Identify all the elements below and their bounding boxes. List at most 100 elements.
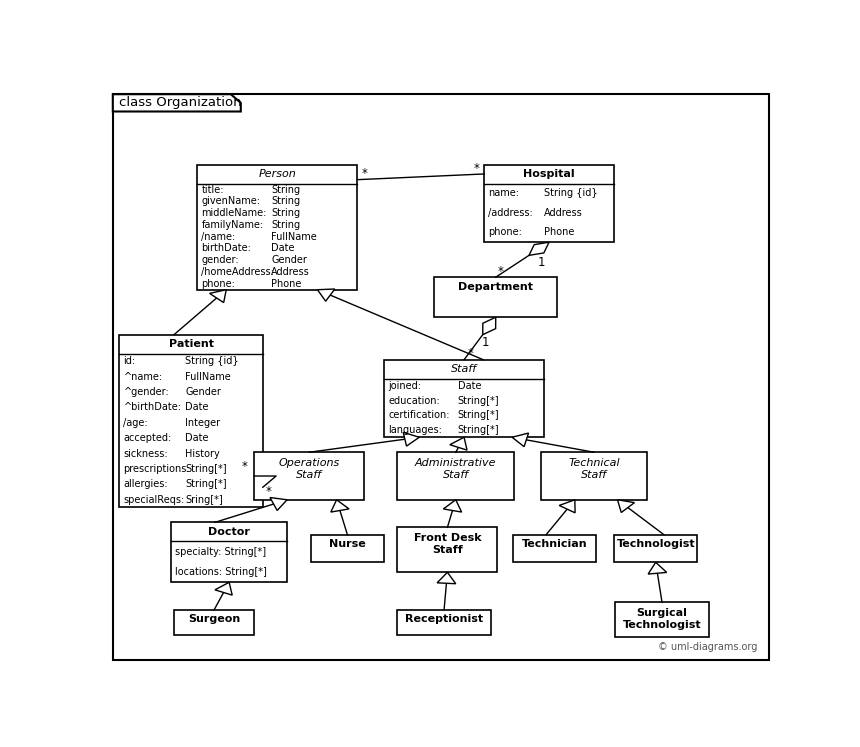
Polygon shape [210, 290, 226, 303]
Text: String: String [271, 196, 300, 206]
Text: class Organization: class Organization [120, 96, 243, 109]
Text: Hospital: Hospital [523, 169, 574, 179]
Text: FullName: FullName [271, 232, 316, 242]
Text: String: String [271, 208, 300, 218]
Text: Doctor: Doctor [208, 527, 250, 537]
Text: Receptionist: Receptionist [405, 614, 483, 624]
Text: ^name:: ^name: [124, 372, 163, 382]
Bar [484, 164, 614, 242]
Text: phone:: phone: [201, 279, 236, 289]
Polygon shape [482, 317, 495, 335]
Bar [434, 277, 557, 317]
Text: Address: Address [544, 208, 582, 218]
Text: allergies:: allergies: [124, 480, 168, 489]
Text: Phone: Phone [271, 279, 302, 289]
Text: sickness:: sickness: [124, 448, 168, 459]
Bar [198, 164, 358, 290]
Polygon shape [512, 433, 529, 447]
Text: History: History [186, 448, 220, 459]
Text: specialty: String[*]: specialty: String[*] [175, 547, 266, 557]
Text: Department: Department [458, 282, 533, 292]
Text: Technical
Staff: Technical Staff [568, 458, 620, 480]
Text: Sring[*]: Sring[*] [186, 495, 223, 505]
Text: Address: Address [271, 267, 310, 277]
Text: /name:: /name: [201, 232, 236, 242]
Text: languages:: languages: [388, 425, 442, 435]
Polygon shape [270, 498, 287, 510]
Bar [397, 527, 497, 572]
Text: Gender: Gender [271, 255, 307, 265]
Text: String[*]: String[*] [186, 464, 227, 474]
Text: /homeAddress:: /homeAddress: [201, 267, 274, 277]
Text: String {id}: String {id} [186, 356, 239, 367]
Text: Front Desk
Staff: Front Desk Staff [414, 533, 482, 555]
Text: Surgeon: Surgeon [188, 614, 240, 624]
Polygon shape [559, 500, 575, 513]
Bar [120, 335, 263, 507]
Text: Surgical
Technologist: Surgical Technologist [623, 607, 702, 630]
Text: *: * [266, 485, 272, 498]
Bar [171, 522, 287, 583]
Text: Date: Date [186, 433, 209, 443]
Text: Nurse: Nurse [329, 539, 366, 549]
Text: Phone: Phone [544, 227, 574, 238]
Text: String[*]: String[*] [186, 480, 227, 489]
Text: Technologist: Technologist [617, 539, 695, 549]
Bar [174, 610, 255, 635]
Polygon shape [113, 94, 241, 111]
Text: certification:: certification: [388, 410, 450, 421]
Bar [616, 602, 709, 637]
Text: FullName: FullName [186, 372, 231, 382]
Text: Administrative
Staff: Administrative Staff [415, 458, 496, 480]
Bar [310, 535, 384, 562]
Polygon shape [403, 433, 420, 446]
Text: Date: Date [271, 244, 295, 253]
Text: familyName:: familyName: [201, 220, 264, 230]
Polygon shape [331, 500, 349, 512]
Bar [397, 610, 491, 635]
Polygon shape [450, 437, 467, 450]
Text: String {id}: String {id} [544, 188, 598, 199]
Bar [513, 535, 596, 562]
Text: Technician: Technician [521, 539, 587, 549]
Polygon shape [529, 242, 549, 255]
Text: Patient: Patient [169, 339, 213, 350]
Polygon shape [437, 572, 456, 583]
Polygon shape [617, 500, 635, 512]
Text: ^birthDate:: ^birthDate: [124, 403, 181, 412]
Text: String[*]: String[*] [458, 425, 500, 435]
Text: /address:: /address: [488, 208, 533, 218]
Polygon shape [648, 562, 667, 574]
Text: ^gender:: ^gender: [124, 387, 169, 397]
Text: id:: id: [124, 356, 136, 367]
Text: education:: education: [388, 396, 439, 406]
Text: givenName:: givenName: [201, 196, 261, 206]
Text: locations: String[*]: locations: String[*] [175, 567, 267, 577]
Text: /age:: /age: [124, 418, 148, 428]
Bar [541, 452, 648, 500]
Text: String[*]: String[*] [458, 396, 500, 406]
Text: © uml-diagrams.org: © uml-diagrams.org [658, 642, 758, 652]
Bar [397, 452, 514, 500]
Polygon shape [215, 583, 232, 595]
Text: gender:: gender: [201, 255, 239, 265]
Text: *: * [498, 264, 504, 278]
Text: *: * [243, 460, 248, 473]
Text: Date: Date [186, 403, 209, 412]
Text: phone:: phone: [488, 227, 522, 238]
Text: Operations
Staff: Operations Staff [279, 458, 340, 480]
Polygon shape [317, 289, 335, 301]
Text: accepted:: accepted: [124, 433, 172, 443]
Text: 1: 1 [538, 256, 545, 270]
Text: birthDate:: birthDate: [201, 244, 251, 253]
Text: joined:: joined: [388, 381, 421, 391]
Bar [384, 360, 544, 437]
Bar [614, 535, 697, 562]
Text: prescriptions:: prescriptions: [124, 464, 190, 474]
Text: title:: title: [201, 185, 224, 194]
Text: *: * [468, 347, 474, 360]
Text: middleName:: middleName: [201, 208, 267, 218]
Text: specialReqs:: specialReqs: [124, 495, 185, 505]
Text: String: String [271, 185, 300, 194]
Bar [255, 452, 364, 500]
